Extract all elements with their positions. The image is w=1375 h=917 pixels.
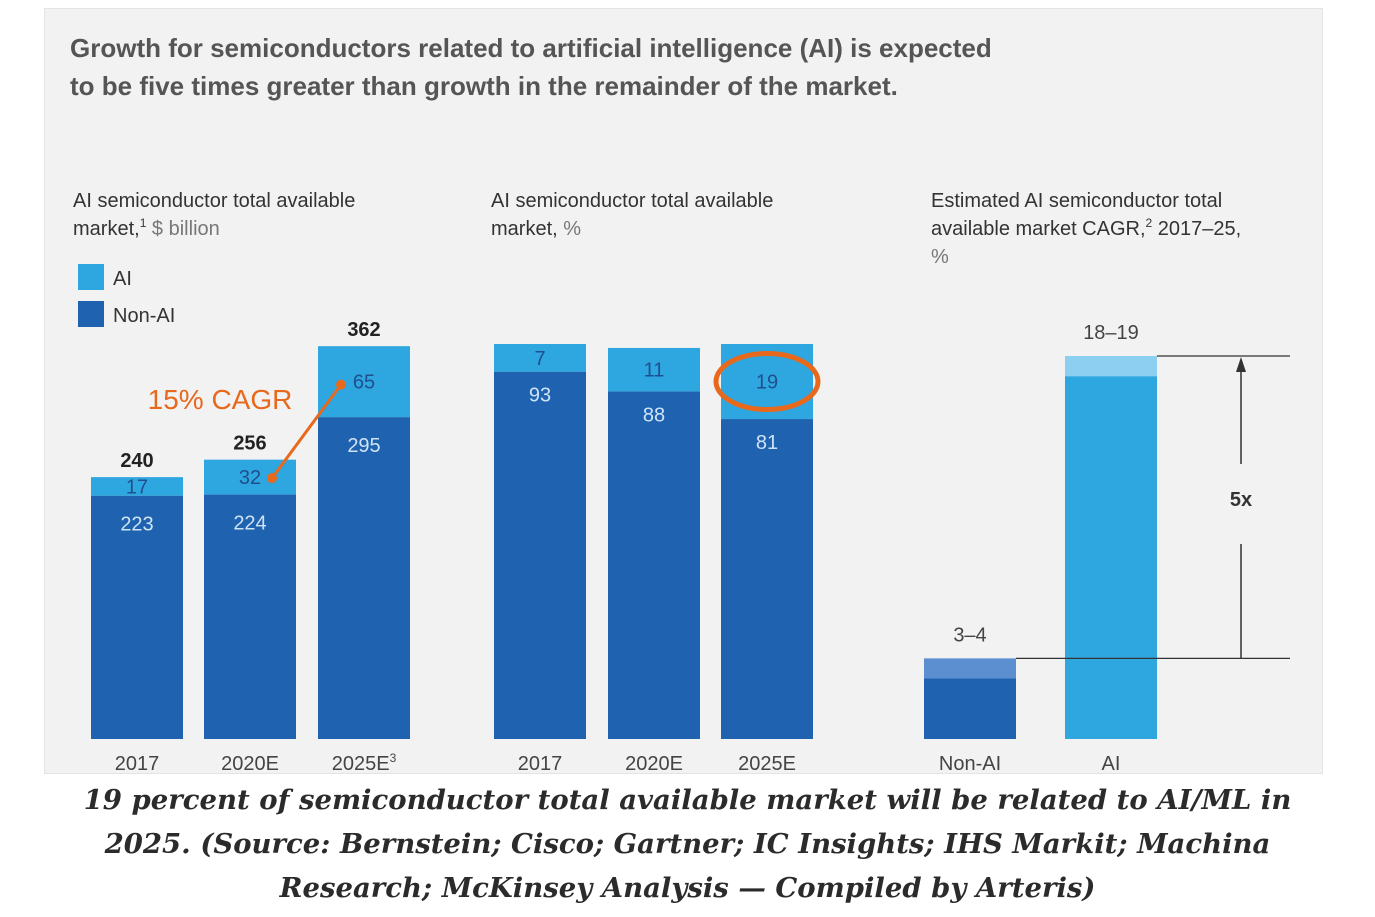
bar-label-non-ai-2017: 223 bbox=[120, 514, 153, 536]
bar-label-ai-2020E: 32 bbox=[239, 467, 261, 489]
chart1: 223 17 240 2017 224 32 256 2020E 295 65 362 2025E3 1… bbox=[91, 319, 410, 775]
cagr-range-Non-AI bbox=[924, 658, 1016, 679]
cagr-arrow-line bbox=[270, 383, 343, 480]
legend-ai-swatch bbox=[78, 264, 104, 290]
axis-label-2017: 2017 bbox=[115, 753, 160, 775]
pct-axis-label-2020E: 2020E bbox=[625, 753, 683, 775]
pct-label-non-ai-2020E: 88 bbox=[643, 404, 665, 426]
cagr-bar-AI bbox=[1065, 376, 1157, 739]
cagr-range-label-AI: 18–19 bbox=[1083, 322, 1139, 344]
chart1-legend: AI Non-AI bbox=[78, 264, 175, 327]
cagr-range-AI bbox=[1065, 356, 1157, 377]
bar-total-2020E: 256 bbox=[233, 433, 266, 455]
chart1-title-line-2: market,1 $ billion bbox=[73, 216, 220, 240]
cagr-arrow-start bbox=[267, 473, 277, 484]
pct-axis-label-2017: 2017 bbox=[518, 753, 563, 775]
bar-ai-2017 bbox=[91, 477, 183, 496]
bar-total-2025E: 362 bbox=[347, 319, 380, 341]
chart1-title: AI semiconductor total available market,… bbox=[73, 190, 355, 240]
bar-non-ai-2017 bbox=[91, 495, 183, 739]
cagr-axis-label-Non-AI: Non-AI bbox=[939, 753, 1001, 775]
cagr-range-label-Non-AI: 3–4 bbox=[953, 624, 986, 646]
pct-bar-non-ai-2025E bbox=[721, 419, 813, 739]
bar-label-ai-2017: 17 bbox=[126, 476, 148, 498]
cagr-arrow-end bbox=[336, 379, 346, 390]
multiplier-label: 5x bbox=[1230, 489, 1252, 511]
pct-label-non-ai-2025E: 81 bbox=[756, 432, 778, 454]
pct-bar-ai-2020E bbox=[608, 347, 700, 392]
chart3-title-line-3: % bbox=[931, 246, 949, 268]
bar-non-ai-2020E bbox=[204, 494, 296, 739]
legend-non-ai-label: Non-AI bbox=[113, 305, 175, 327]
chart2-title-line-1: AI semiconductor total available bbox=[491, 190, 773, 212]
chart-canvas: Growth for semiconductors related to art… bbox=[70, 33, 1290, 775]
chart3-title-line-1: Estimated AI semiconductor total bbox=[931, 190, 1222, 212]
highlight-circle bbox=[713, 351, 821, 413]
bar-label-non-ai-2025E: 295 bbox=[347, 435, 380, 457]
cagr-bar-Non-AI bbox=[924, 678, 1016, 739]
cagr-label: 15% CAGR bbox=[148, 384, 293, 415]
bar-total-2017: 240 bbox=[120, 450, 153, 472]
axis-label-2020E: 2020E bbox=[221, 753, 279, 775]
chart1-title-line-1: AI semiconductor total available bbox=[73, 190, 355, 212]
figure-caption: 19 percent of semiconductor total availa… bbox=[83, 784, 1292, 904]
pct-label-ai-2017: 7 bbox=[534, 348, 545, 370]
headline-line-2: to be five times greater than growth in … bbox=[70, 71, 898, 101]
chart-panel: Growth for semiconductors related to art… bbox=[44, 8, 1323, 775]
chart3: 3–4 Non-AI 18–19 AI 5x bbox=[924, 322, 1290, 775]
bar-label-ai-2025E: 65 bbox=[353, 372, 375, 394]
chart2: 93 7 2017 88 11 2020E 81 19 2025E bbox=[494, 344, 821, 775]
pct-axis-label-2025E: 2025E bbox=[738, 753, 796, 775]
bar-label-non-ai-2020E: 224 bbox=[233, 513, 266, 535]
pct-label-non-ai-2017: 93 bbox=[529, 385, 551, 407]
pct-bar-ai-2017 bbox=[494, 344, 586, 372]
chart2-title: AI semiconductor total available market,… bbox=[491, 190, 773, 240]
pct-bar-non-ai-2020E bbox=[608, 391, 700, 739]
chart3-title: Estimated AI semiconductor total availab… bbox=[931, 190, 1241, 268]
pct-label-ai-2020E: 11 bbox=[644, 360, 665, 382]
multiplier-arrow-head bbox=[1236, 357, 1246, 372]
cagr-axis-label-AI: AI bbox=[1102, 753, 1121, 775]
axis-label-2025E: 2025E3 bbox=[332, 751, 397, 775]
chart2-title-line-2: market, % bbox=[491, 218, 581, 240]
headline-line-1: Growth for semiconductors related to art… bbox=[70, 33, 992, 63]
chart3-title-line-2: available market CAGR,2 2017–25, bbox=[931, 216, 1241, 240]
legend-ai-label: AI bbox=[113, 268, 132, 290]
bar-non-ai-2025E bbox=[318, 417, 410, 739]
legend-non-ai-swatch bbox=[78, 301, 104, 327]
bar-ai-2025E bbox=[318, 346, 410, 418]
pct-bar-non-ai-2017 bbox=[494, 371, 586, 739]
pct-label-ai-2025E: 19 bbox=[756, 372, 778, 394]
